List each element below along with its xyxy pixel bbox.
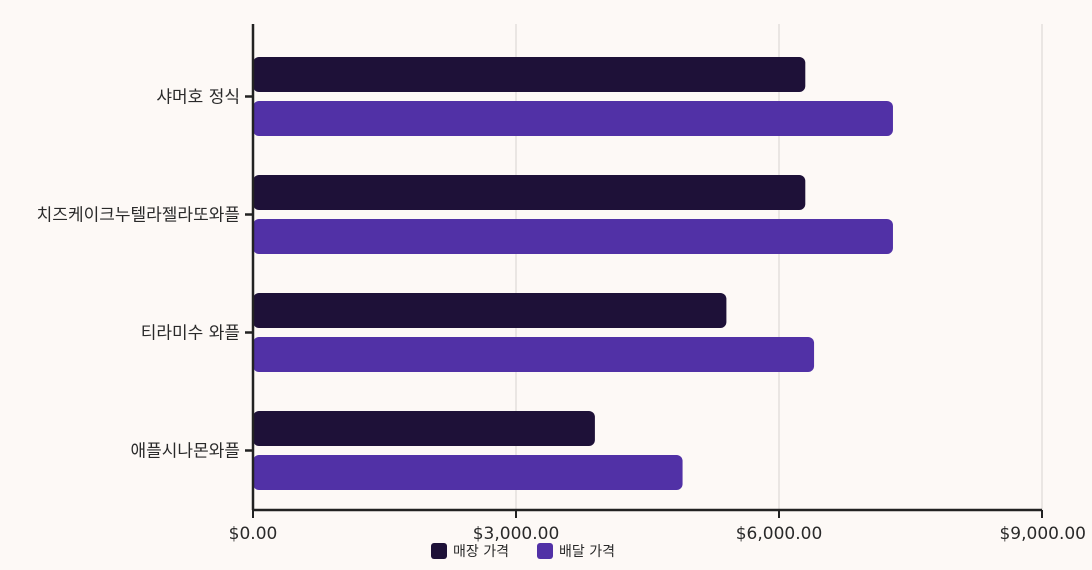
x-tick-label: $6,000.00 [736, 524, 823, 544]
legend-swatch-1[interactable] [537, 543, 553, 559]
x-tick-label: $9,000.00 [999, 524, 1086, 544]
bar-store-1[interactable] [253, 175, 806, 210]
legend: 매장 가격 배달 가격 [431, 543, 615, 560]
x-tick-label: $0.00 [229, 524, 278, 544]
bar-delivery-3[interactable] [253, 455, 683, 490]
legend-label-0[interactable]: 매장 가격 [453, 544, 509, 560]
bar-delivery-2[interactable] [253, 337, 815, 372]
bar-delivery-1[interactable] [253, 219, 893, 254]
bar-store-3[interactable] [253, 411, 595, 446]
y-tick-label: 치즈케이크누텔라젤라또와플 [37, 206, 240, 226]
axes [251, 24, 1042, 512]
bar-store-2[interactable] [253, 293, 727, 328]
legend-swatch-0[interactable] [431, 543, 447, 559]
legend-label-1[interactable]: 배달 가격 [559, 544, 615, 560]
y-tick-label: 샤머호 정식 [156, 88, 240, 108]
x-axis-labels: $0.00 $3,000.00 $6,000.00 $9,000.00 [229, 510, 1086, 544]
y-tick-label: 티라미수 와플 [141, 324, 240, 344]
x-tick-label: $3,000.00 [473, 524, 560, 544]
bars [253, 57, 893, 490]
y-tick-label: 애플시나몬와플 [131, 442, 240, 462]
bar-delivery-0[interactable] [253, 101, 893, 136]
bar-store-0[interactable] [253, 57, 806, 92]
